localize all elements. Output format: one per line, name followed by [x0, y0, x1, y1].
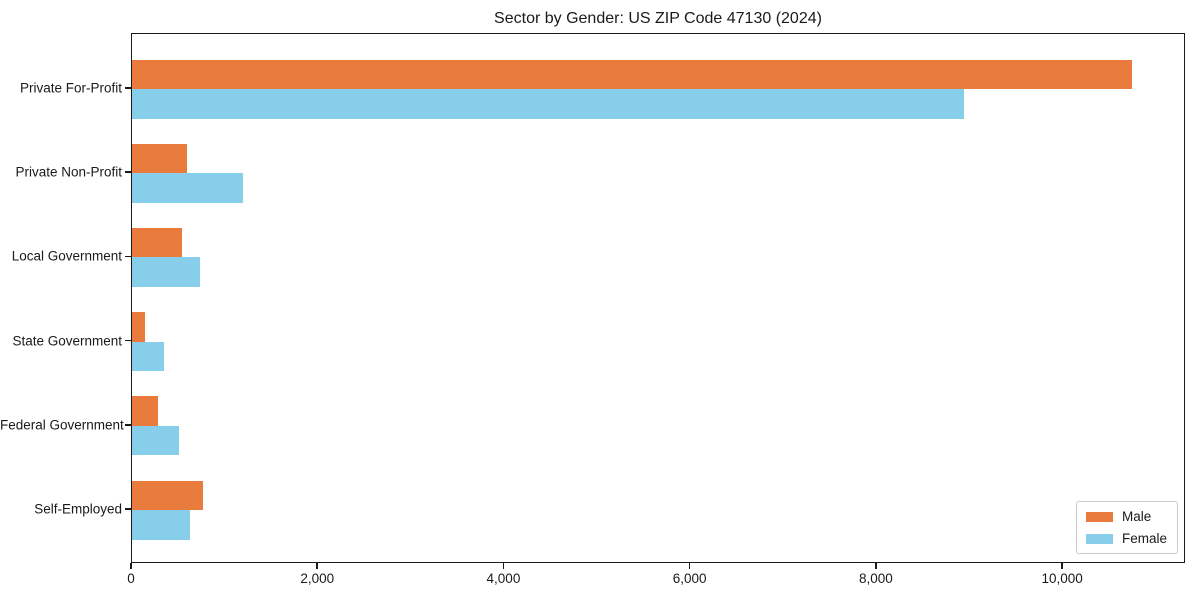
y-tick-mark-4 [125, 424, 131, 426]
plot-area: Male Female [131, 33, 1185, 563]
y-tick-mark-0 [125, 87, 131, 89]
bar-female-1 [132, 173, 243, 203]
legend-label-female: Female [1121, 531, 1167, 546]
y-tick-label-1: Private Non-Profit [15, 164, 122, 180]
y-tick-label-3: State Government [12, 333, 122, 349]
male-swatch-icon [1085, 511, 1113, 522]
legend-label-male: Male [1121, 509, 1152, 524]
bar-female-4 [132, 425, 179, 456]
x-tick-mark-1 [316, 563, 318, 569]
y-tick-label-5: Self-Employed [34, 501, 122, 517]
y-tick-mark-1 [125, 171, 131, 173]
y-tick-mark-2 [125, 255, 131, 258]
bar-female-5 [132, 510, 190, 540]
x-tick-label-4: 8,000 [858, 571, 893, 586]
chart-title: Sector by Gender: US ZIP Code 47130 (202… [494, 10, 822, 27]
bar-male-1 [132, 143, 187, 174]
legend-item-female: Female [1085, 531, 1167, 546]
bar-male-5 [132, 480, 203, 510]
bar-male-0 [132, 59, 1132, 89]
legend-item-male: Male [1085, 509, 1167, 524]
y-tick-label-4: Federal Government [0, 417, 124, 433]
bar-female-3 [132, 341, 164, 372]
bar-male-3 [132, 312, 145, 342]
x-tick-mark-4 [875, 563, 877, 569]
bar-female-0 [132, 89, 964, 119]
bar-male-2 [132, 227, 183, 258]
x-tick-label-3: 6,000 [672, 571, 707, 586]
x-tick-mark-0 [130, 563, 132, 569]
bar-male-4 [132, 396, 159, 426]
x-tick-mark-2 [502, 563, 505, 569]
female-swatch-icon [1085, 533, 1113, 544]
x-tick-label-5: 10,000 [1041, 571, 1083, 586]
y-tick-label-2: Local Government [11, 248, 122, 264]
legend: Male Female [1075, 501, 1178, 554]
y-tick-mark-3 [125, 339, 131, 342]
x-tick-mark-3 [688, 563, 691, 569]
y-tick-label-0: Private For-Profit [19, 80, 122, 96]
x-tick-label-1: 2,000 [300, 571, 335, 586]
x-tick-mark-5 [1061, 563, 1063, 569]
y-tick-mark-5 [125, 508, 131, 510]
x-tick-label-0: 0 [127, 571, 135, 586]
bar-female-2 [132, 257, 200, 287]
bars-layer [132, 34, 1184, 562]
x-tick-label-2: 4,000 [486, 571, 521, 586]
